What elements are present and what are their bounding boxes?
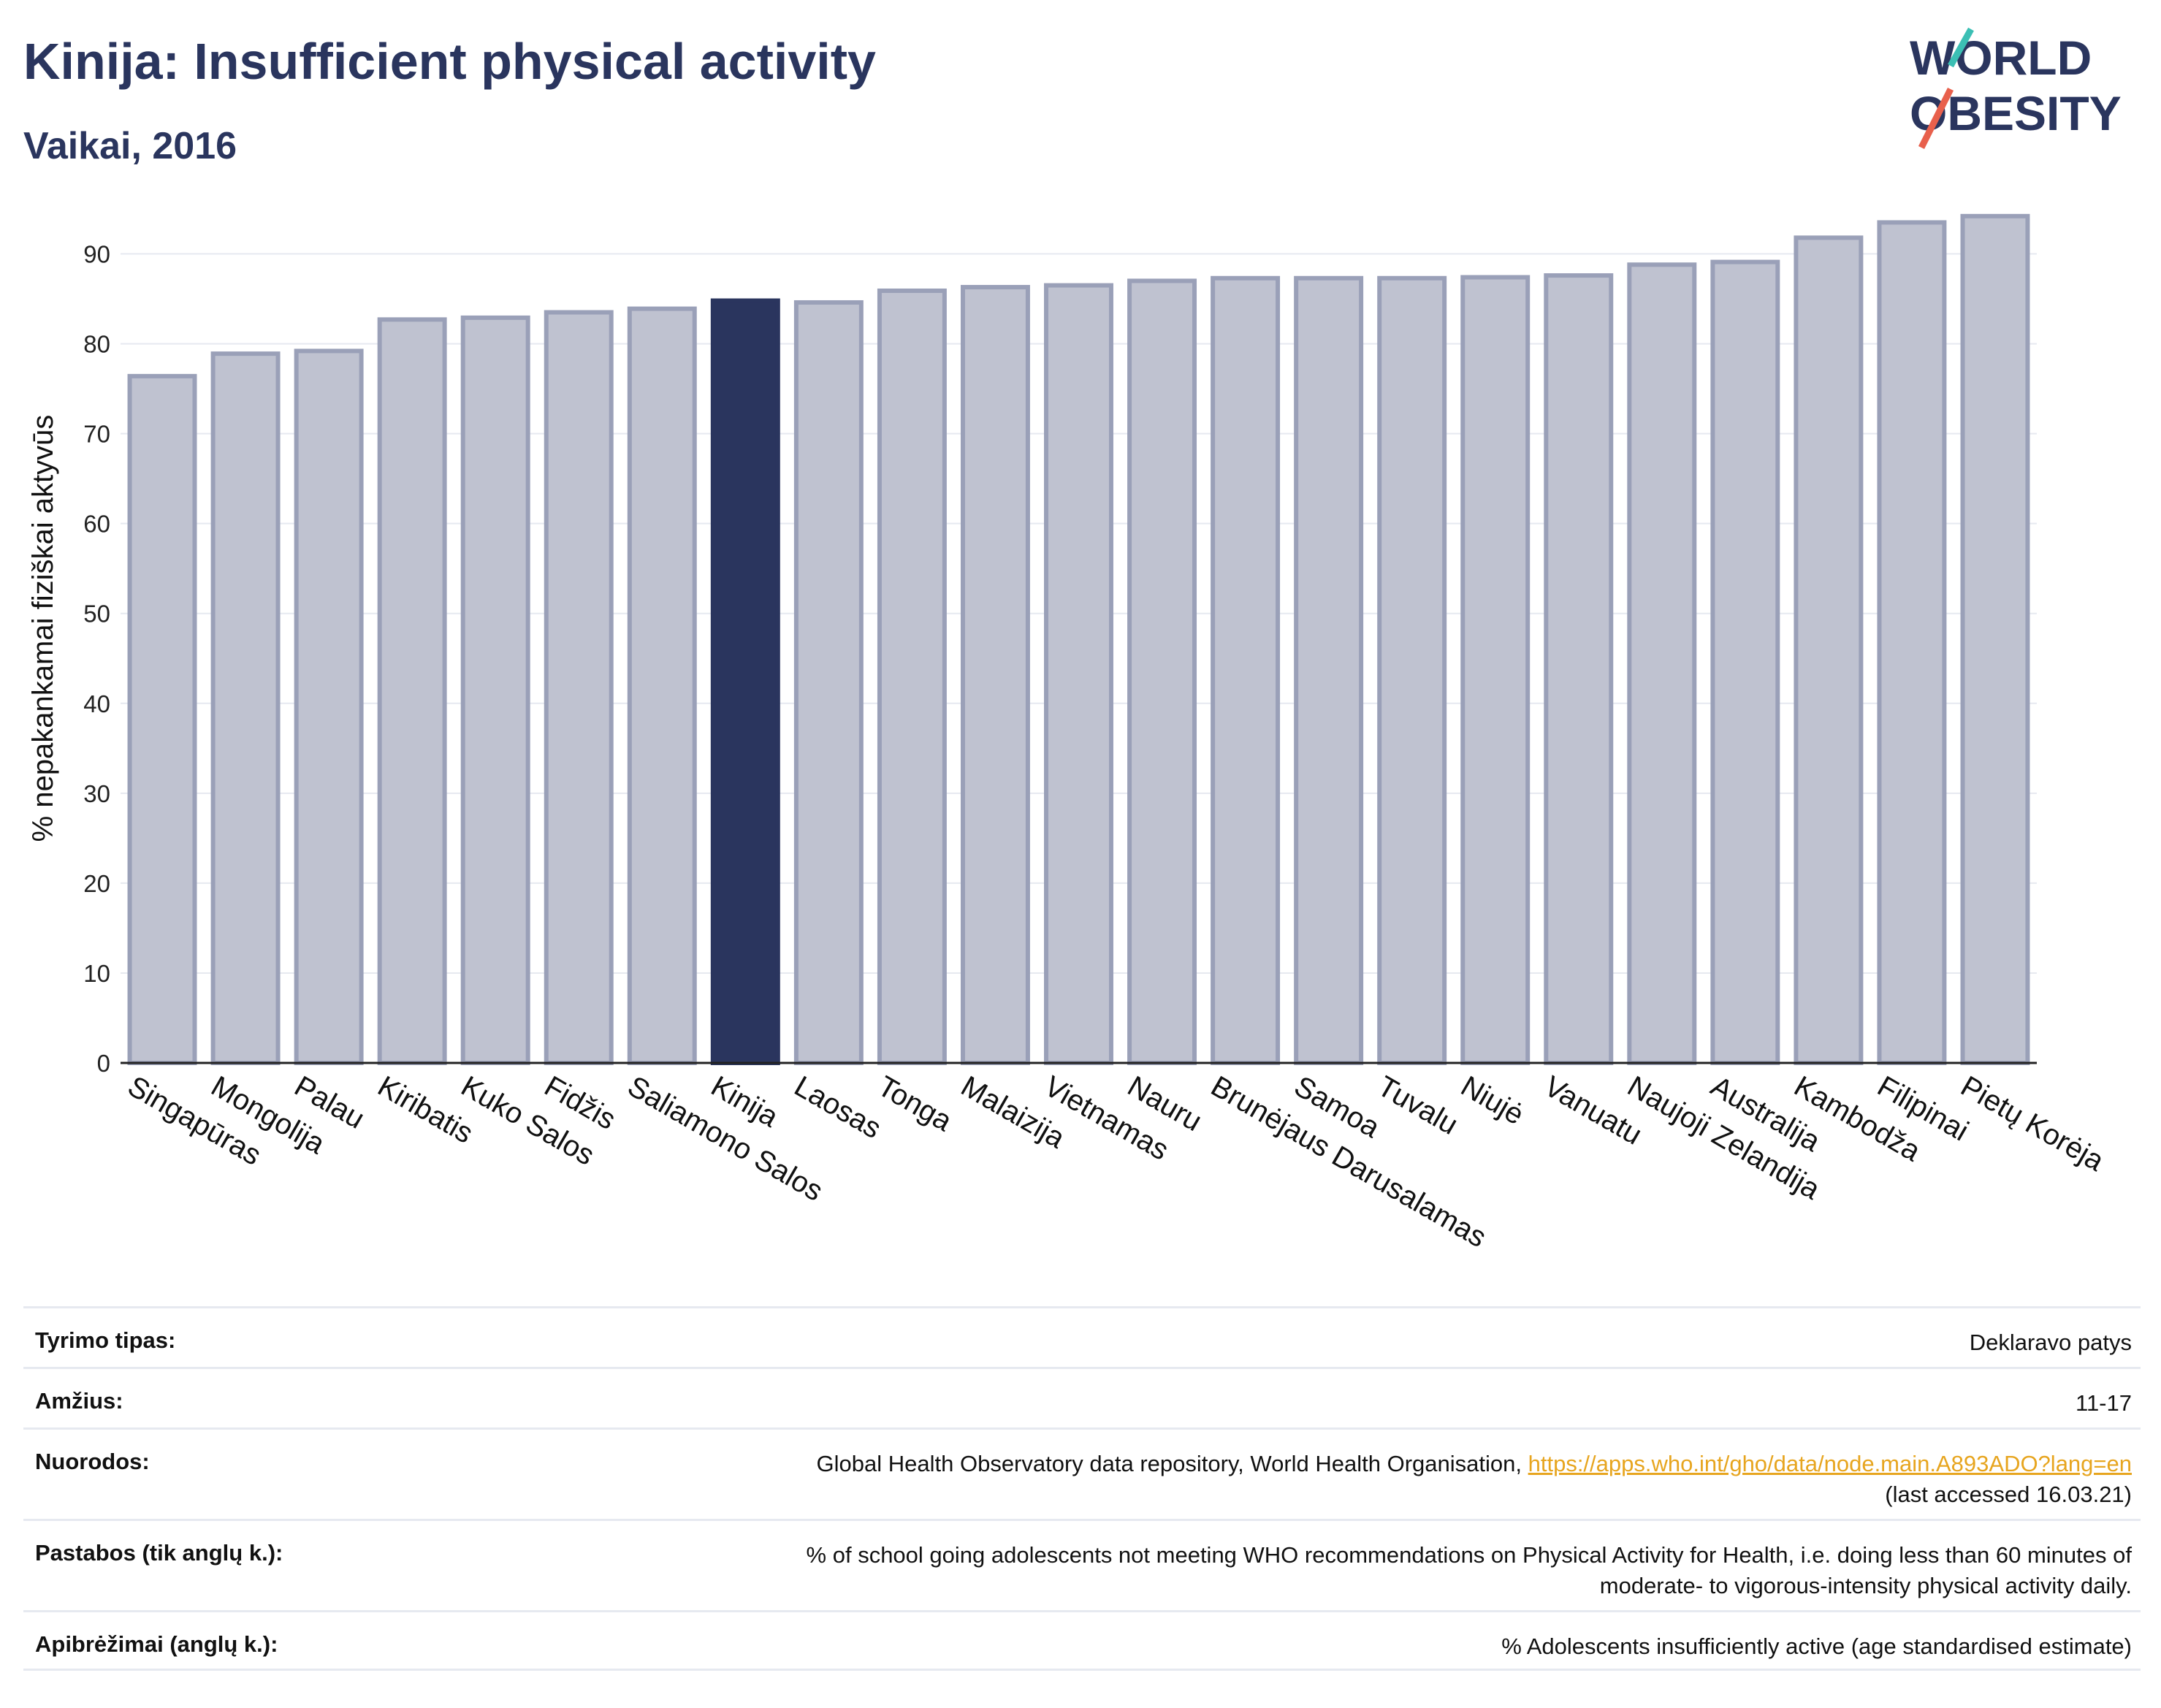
meta-value: 11-17 <box>2076 1390 2132 1416</box>
bar-kambodža <box>1794 235 1864 1065</box>
bar-saliamono-salos <box>627 306 697 1066</box>
meta-key: Nuorodos: <box>35 1449 150 1474</box>
bar-australija <box>1710 259 1780 1065</box>
bar-filipinai <box>1877 220 1947 1065</box>
y-tick-label: 60 <box>83 511 110 538</box>
bar-kinija <box>710 298 780 1065</box>
reference-accessed: (last accessed 16.03.21) <box>1885 1482 2132 1507</box>
bar-tuvalu <box>1377 275 1447 1066</box>
meta-row-age: Amžius: 11-17 <box>23 1367 2141 1427</box>
bar-tonga <box>877 288 947 1065</box>
x-tick-label: Laosas <box>789 1070 887 1145</box>
bar-vietnamas <box>1044 283 1113 1065</box>
reference-link[interactable]: https://apps.who.int/gho/data/node.main.… <box>1528 1451 2132 1476</box>
notes-line2: moderate- to vigorous-intensity physical… <box>1599 1573 2132 1598</box>
logo-line1: WORLD <box>1910 31 2092 85</box>
bar-chart: 0 10 20 30 40 50 60 70 80 90 SingapūrasMongolijaP… <box>27 213 2110 1254</box>
y-tick-label: 30 <box>83 780 110 807</box>
meta-key: Pastabos (tik anglų k.): <box>35 1540 283 1566</box>
bar-kuko-salos <box>460 315 530 1065</box>
world-obesity-logo: WORLD OBESITY <box>1910 27 2122 150</box>
meta-row-notes: Pastabos (tik anglų k.): % of school goi… <box>23 1519 2141 1610</box>
logo-slash-red <box>1918 87 1954 150</box>
chart-title: Kinija: Insufficient physical activity <box>23 33 876 90</box>
meta-row-references: Nuorodos: Global Health Observatory data… <box>23 1427 2141 1519</box>
y-tick-label: 50 <box>83 601 110 628</box>
meta-value: % of school going adolescents not meetin… <box>807 1540 2132 1601</box>
meta-value: Global Health Observatory data repositor… <box>817 1449 2132 1510</box>
bar-malaizija <box>960 285 1030 1065</box>
x-tick-label: Kiribatis <box>373 1070 479 1150</box>
x-tick-label: Tuvalu <box>1372 1070 1463 1141</box>
meta-value: Deklaravo patys <box>1969 1330 2132 1355</box>
logo-slash-teal <box>1948 27 1974 68</box>
bar-vanuatu <box>1544 273 1614 1065</box>
x-tick-label: Niujė <box>1455 1070 1529 1132</box>
bar-laosas <box>793 300 864 1065</box>
bars <box>127 213 2030 1066</box>
notes-line1: % of school going adolescents not meetin… <box>806 1542 2132 1568</box>
x-tick-label: Tonga <box>872 1070 958 1138</box>
y-tick-label: 20 <box>83 870 110 897</box>
y-tick-label: 10 <box>83 960 110 987</box>
x-tick-label: Pietų Korėja <box>1955 1070 2109 1178</box>
y-tick-label: 80 <box>83 331 110 358</box>
metadata-table: Tyrimo tipas: Deklaravo patys Amžius: 11… <box>23 1306 2141 1671</box>
reference-text: Global Health Observatory data repositor… <box>816 1451 1528 1476</box>
bar-nauru <box>1127 278 1197 1065</box>
bar-kiribatis <box>377 317 447 1065</box>
bar-naujoji-zelandija <box>1627 262 1697 1066</box>
bar-fidžis <box>544 310 614 1066</box>
y-axis-label: % nepakankamai fiziškai aktyvūs <box>27 415 59 842</box>
bar-niujė <box>1460 275 1531 1065</box>
bar-pietų-korėja <box>1960 213 2030 1065</box>
bar-samoa <box>1294 275 1364 1066</box>
bar-palau <box>294 348 364 1065</box>
bar-mongolija <box>210 351 281 1065</box>
bar-brunėjaus-darusalamas <box>1211 275 1281 1066</box>
chart-subtitle: Vaikai, 2016 <box>23 125 237 167</box>
meta-value: % Adolescents insufficiently active (age… <box>1501 1633 2132 1659</box>
y-tick-label: 90 <box>83 241 110 268</box>
y-tick-label: 70 <box>83 421 110 448</box>
y-tick-label: 40 <box>83 690 110 717</box>
meta-key: Amžius: <box>35 1388 123 1414</box>
meta-row-survey-type: Tyrimo tipas: Deklaravo patys <box>23 1306 2141 1367</box>
meta-key: Apibrėžimai (anglų k.): <box>35 1631 278 1657</box>
meta-key: Tyrimo tipas: <box>35 1327 176 1353</box>
y-tick-labels: 0 10 20 30 40 50 60 70 80 90 <box>83 241 110 1077</box>
y-tick-label: 0 <box>97 1050 110 1077</box>
bar-singapūras <box>127 373 197 1065</box>
meta-row-definitions: Apibrėžimai (anglų k.): % Adolescents in… <box>23 1610 2141 1671</box>
